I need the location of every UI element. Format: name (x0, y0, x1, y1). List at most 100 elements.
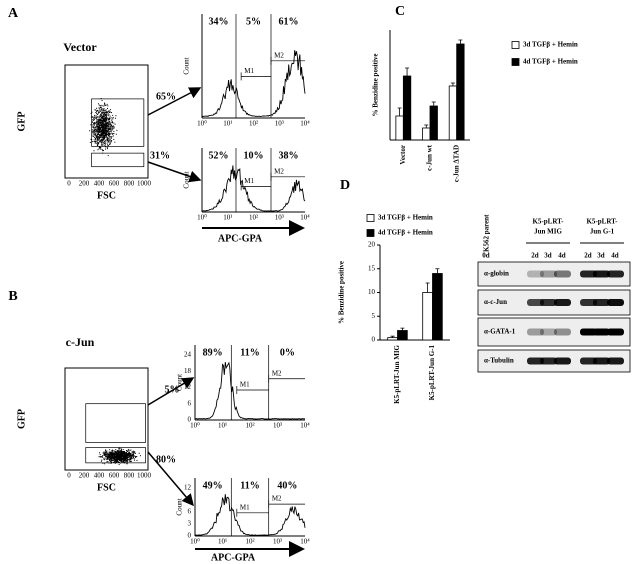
y-axis-label: Count (183, 171, 191, 188)
event-dot (114, 461, 116, 463)
event-dot (95, 129, 97, 131)
event-dot (99, 140, 101, 142)
event-dot (112, 126, 114, 128)
event-dot (103, 136, 105, 138)
event-dot (127, 461, 129, 463)
event-dot (117, 450, 119, 452)
event-dot (102, 120, 104, 122)
event-dot (120, 454, 122, 456)
event-dot (100, 119, 102, 121)
event-dot (102, 110, 104, 112)
region-percent: 61% (279, 16, 299, 27)
event-dot (98, 139, 100, 141)
bar (422, 127, 431, 141)
event-dot (95, 130, 97, 132)
event-dot (119, 457, 121, 459)
event-dot (135, 457, 137, 459)
event-dot (112, 114, 114, 116)
event-dot (101, 122, 103, 124)
y-tick-label: 9 (188, 496, 192, 504)
event-dot (103, 131, 105, 133)
legend-swatch (366, 229, 375, 237)
bar (429, 105, 438, 141)
event-dot (120, 449, 122, 451)
event-dot (98, 122, 100, 124)
event-dot (105, 111, 107, 113)
event-dot (96, 124, 98, 126)
event-dot (129, 459, 131, 461)
event-dot (101, 141, 103, 143)
bar (397, 330, 408, 341)
x-tick-label: 10¹ (218, 538, 227, 546)
event-dot (122, 460, 124, 462)
event-dot (103, 459, 105, 461)
event-dot (116, 460, 118, 462)
event-dot (124, 458, 126, 460)
event-dot (91, 134, 93, 136)
event-dot (111, 450, 113, 452)
x-tick-label: 10² (245, 422, 254, 430)
event-dot (103, 149, 105, 151)
event-dot (107, 119, 109, 121)
event-dot (107, 461, 109, 463)
y-tick-label: 10 (368, 288, 376, 296)
event-dot (109, 111, 111, 113)
band (607, 299, 624, 306)
event-dot (115, 458, 117, 460)
event-dot (123, 459, 125, 461)
event-dot (106, 117, 108, 119)
event-dot (120, 453, 122, 455)
region-percent: 10% (244, 150, 264, 161)
event-dot (97, 134, 99, 136)
event-dot (102, 118, 104, 120)
event-dot (97, 144, 99, 146)
event-dot (102, 127, 104, 129)
event-dot (110, 456, 112, 458)
event-dot (92, 130, 94, 132)
event-dot (101, 149, 103, 151)
event-dot (98, 134, 100, 136)
event-dot (109, 459, 111, 461)
legend-swatch (511, 41, 520, 49)
event-dot (99, 106, 101, 108)
event-dot (125, 458, 127, 460)
event-dot (107, 129, 109, 131)
event-dot (108, 453, 110, 455)
event-dot (109, 136, 111, 138)
event-dot (114, 452, 116, 454)
event-dot (108, 121, 110, 123)
event-dot (96, 111, 98, 113)
event-dot (95, 115, 97, 117)
event-dot (111, 450, 113, 452)
event-dot (123, 453, 125, 455)
event-dot (103, 115, 105, 117)
event-dot (114, 456, 116, 458)
event-dot (134, 455, 136, 457)
row-label: α-c-Jun (484, 298, 507, 306)
event-dot (110, 130, 112, 132)
event-dot (100, 124, 102, 126)
event-dot (96, 139, 98, 141)
event-dot (106, 126, 108, 128)
event-dot (98, 111, 100, 113)
event-dot (104, 123, 106, 125)
event-dot (109, 139, 111, 141)
band (554, 299, 571, 306)
event-dot (97, 136, 99, 138)
event-dot (114, 451, 116, 453)
gate (85, 403, 146, 443)
event-dot (104, 135, 106, 137)
event-dot (107, 125, 109, 127)
event-dot (98, 138, 100, 140)
event-dot (120, 448, 122, 450)
event-dot (107, 139, 109, 141)
event-dot (108, 454, 110, 456)
event-dot (131, 455, 133, 457)
event-dot (129, 460, 131, 462)
event-dot (126, 456, 128, 458)
bar (448, 85, 458, 141)
event-dot (106, 144, 108, 146)
event-dot (110, 123, 112, 125)
event-dot (93, 117, 95, 119)
event-dot (117, 460, 119, 462)
